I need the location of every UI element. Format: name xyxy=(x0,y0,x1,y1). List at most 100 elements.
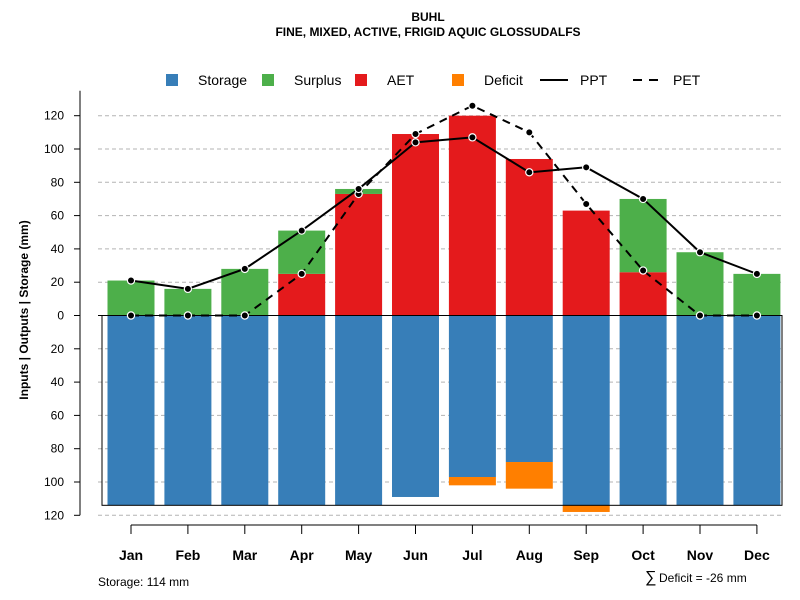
storage-bar-mar xyxy=(221,315,269,506)
x-tick-label-may: May xyxy=(345,547,372,563)
deficit-bar-aug xyxy=(505,462,553,489)
ppt-point-aug xyxy=(525,168,534,177)
ppt-point-may xyxy=(354,184,363,194)
ppt-point-jun xyxy=(411,138,420,147)
deficit-bar-jul xyxy=(448,477,496,486)
axes: 120 100 80 60 40 20 0 20 40 60 80 100 120 Jan Feb Mar Ap… xyxy=(44,90,783,563)
legend-label-pet: PET xyxy=(673,72,701,88)
legend-label-ppt: PPT xyxy=(580,72,608,88)
y-tick-label: 100 xyxy=(44,142,64,156)
gridlines xyxy=(98,115,782,516)
ppt-point-feb xyxy=(183,284,193,294)
legend-label-aet: AET xyxy=(387,72,415,88)
chart-title: BUHL xyxy=(411,10,444,24)
y-tick-label: 80 xyxy=(51,442,65,456)
x-tick-label-nov: Nov xyxy=(687,547,714,563)
aet-bar-jul xyxy=(448,115,496,316)
ppt-point-nov xyxy=(695,248,705,257)
pet-point-feb xyxy=(183,311,193,320)
ppt-point-jul xyxy=(468,133,477,142)
storage-bar-oct xyxy=(619,315,667,506)
pet-point-jun xyxy=(411,129,420,139)
storage-bar-nov xyxy=(676,315,724,506)
aet-bar-may xyxy=(335,193,383,316)
surplus-bar-nov xyxy=(676,252,724,316)
x-tick-label-jul: Jul xyxy=(462,547,482,563)
aet-bar-aug xyxy=(505,158,553,316)
y-axis-label: Inputs | Outputs | Storage (mm) xyxy=(17,220,31,399)
storage-bar-feb xyxy=(164,315,212,506)
pet-point-jul xyxy=(468,101,477,110)
x-tick-label-aug: Aug xyxy=(516,547,543,563)
surplus-bar-dec xyxy=(733,273,781,316)
surplus-bar-mar xyxy=(221,268,269,316)
legend: Storage Surplus AET Deficit PPT PET xyxy=(166,72,701,88)
legend-swatch-aet xyxy=(355,74,367,86)
aet-bar-oct xyxy=(619,272,667,316)
x-tick-label-oct: Oct xyxy=(631,547,655,563)
ppt-point-jan xyxy=(126,276,136,285)
ppt-point-oct xyxy=(638,194,648,204)
y-tick-label: 40 xyxy=(51,375,65,389)
pet-point-nov xyxy=(695,311,705,320)
legend-swatch-deficit xyxy=(452,74,464,86)
y-tick-label: 20 xyxy=(51,275,65,289)
y-tick-label: 60 xyxy=(51,408,65,422)
y-tick-label: 0 xyxy=(57,309,64,323)
storage-bar-sep xyxy=(562,315,610,506)
storage-bar-jan xyxy=(107,315,155,506)
y-tick-label: 80 xyxy=(51,175,65,189)
pet-point-dec xyxy=(752,311,762,320)
storage-bar-jul xyxy=(448,315,496,478)
storage-bar-may xyxy=(335,315,383,506)
y-tick-label: 120 xyxy=(44,109,64,123)
pet-point-jan xyxy=(126,311,136,320)
aet-bar-sep xyxy=(562,210,610,316)
surplus-bar-feb xyxy=(164,288,212,316)
pet-line xyxy=(131,104,757,317)
ppt-line xyxy=(130,136,758,290)
y-tick-label: 20 xyxy=(51,342,65,356)
ppt-point-mar xyxy=(240,264,249,274)
storage-bar-jun xyxy=(392,315,439,497)
surplus-bar-oct xyxy=(619,198,667,273)
legend-swatch-surplus xyxy=(262,74,274,86)
legend-label-surplus: Surplus xyxy=(294,72,341,88)
x-tick-label-mar: Mar xyxy=(232,547,257,563)
storage-bar-apr xyxy=(278,315,326,506)
surplus-bar-jan xyxy=(107,280,155,316)
ppt-point-dec xyxy=(752,269,762,279)
bars xyxy=(107,115,781,512)
x-tick-label-sep: Sep xyxy=(573,547,599,563)
y-tick-label: 100 xyxy=(44,475,64,489)
pet-point-apr xyxy=(297,269,306,279)
y-tick-label: 120 xyxy=(44,508,64,522)
pet-point-sep xyxy=(582,199,591,209)
ppt-point-apr xyxy=(297,226,306,235)
x-tick-label-feb: Feb xyxy=(175,547,200,563)
aet-bar-apr xyxy=(278,273,326,316)
storage-bar-aug xyxy=(505,315,553,463)
pet-point-aug xyxy=(525,128,534,137)
deficit-note: Deficit = -26 mm xyxy=(659,571,747,585)
x-tick-label-jun: Jun xyxy=(403,547,428,563)
aet-bar-jun xyxy=(392,134,439,316)
pet-point-oct xyxy=(638,266,648,275)
chart-subtitle: FINE, MIXED, ACTIVE, FRIGID AQUIC GLOSSU… xyxy=(275,25,580,39)
y-tick-label: 40 xyxy=(51,242,65,256)
storage-note: Storage: 114 mm xyxy=(98,575,189,589)
y-tick-label: 60 xyxy=(51,209,65,223)
legend-label-storage: Storage xyxy=(198,72,247,88)
sigma-symbol: ∑ xyxy=(645,569,656,586)
legend-swatch-storage xyxy=(166,74,178,86)
x-tick-label-jan: Jan xyxy=(119,547,143,563)
x-tick-label-apr: Apr xyxy=(290,547,315,563)
ppt-point-sep xyxy=(582,163,591,172)
deficit-bar-sep xyxy=(562,505,610,512)
pet-point-mar xyxy=(240,311,249,320)
x-tick-label-dec: Dec xyxy=(744,547,770,563)
legend-label-deficit: Deficit xyxy=(484,72,523,88)
series-lines xyxy=(126,101,762,320)
storage-bar-dec xyxy=(733,315,781,506)
